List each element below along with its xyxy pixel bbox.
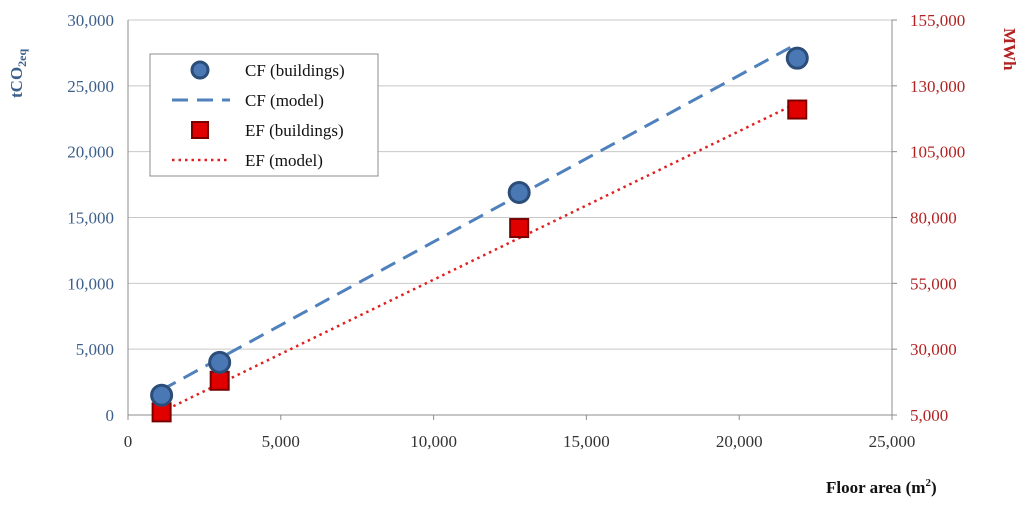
legend: CF (buildings) CF (model) EF (buildings) EF… [149,53,379,177]
left-tick-label: 30,000 [67,11,114,30]
right-tick-label: 155,000 [910,11,965,30]
x-axis-title-end: ) [931,478,937,497]
left-tick-label: 25,000 [67,77,114,96]
ef-model-line [161,101,798,413]
right-tick-label: 130,000 [910,77,965,96]
x-axis-ticks: 0 5,000 10,000 15,000 20,000 25,000 [124,415,916,451]
right-axis-ticks: 5,000 30,000 55,000 80,000 105,000 130,000 155… [892,11,965,425]
legend-label-cf-model: CF (model) [245,91,324,110]
ef-buildings-point [209,370,230,391]
right-axis-title-text: MWh [1000,28,1019,71]
legend-symbol-ef-buildings [191,121,209,139]
left-tick-label: 0 [106,406,115,425]
cf-buildings-point [507,180,531,204]
x-tick-label: 15,000 [563,432,610,451]
right-tick-label: 80,000 [910,209,957,228]
x-tick-label: 25,000 [869,432,916,451]
x-tick-label: 10,000 [410,432,457,451]
right-axis-title: MWh [1000,28,1019,71]
svg-text:tCO2eq: tCO2eq [7,49,29,98]
left-tick-label: 5,000 [76,340,114,359]
cf-buildings-point [208,350,232,374]
left-axis-title: tCO2eq [7,49,29,98]
left-axis-ticks: 0 5,000 10,000 15,000 20,000 25,000 30,000 [67,11,114,425]
cf-model-line [160,42,798,392]
left-axis-title-sub: 2eq [15,49,29,67]
left-tick-label: 10,000 [67,274,114,293]
ef-buildings-point [509,218,530,239]
left-axis-title-main: tCO [7,67,26,98]
cf-buildings-point [785,46,809,70]
legend-label-cf-buildings: CF (buildings) [245,61,345,80]
right-tick-label: 105,000 [910,143,965,162]
cf-buildings-point [150,383,174,407]
legend-label-ef-buildings: EF (buildings) [245,121,344,140]
x-axis-title: Floor area (m2) [826,477,937,497]
x-tick-label: 20,000 [716,432,763,451]
x-axis-title-sup: 2 [925,477,931,489]
left-tick-label: 20,000 [67,143,114,162]
right-tick-label: 5,000 [910,406,948,425]
legend-box [149,53,379,177]
legend-symbol-cf-buildings [190,60,210,80]
right-tick-label: 30,000 [910,340,957,359]
x-axis-title-main: Floor area (m [826,478,925,497]
data-series [150,42,809,423]
x-tick-label: 5,000 [262,432,300,451]
right-tick-label: 55,000 [910,274,957,293]
left-tick-label: 15,000 [67,209,114,228]
legend-label-ef-model: EF (model) [245,151,323,170]
ef-buildings-point [787,99,808,120]
x-tick-label: 0 [124,432,133,451]
